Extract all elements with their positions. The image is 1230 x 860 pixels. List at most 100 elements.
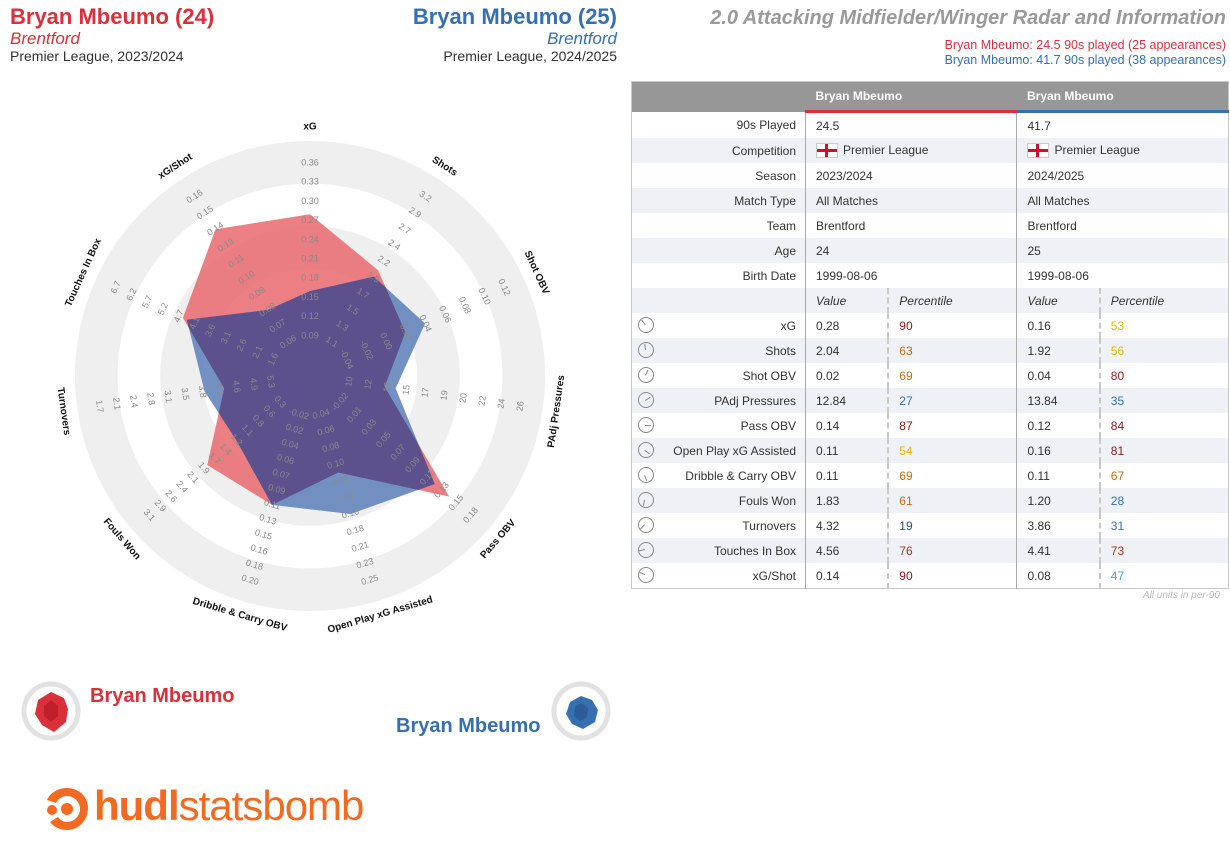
axis-label: xG [303,122,317,133]
info-row: 90s Played 24.5 41.7 [631,111,1229,139]
info-label: Age [631,238,806,263]
tick-label: 0.10 [326,456,346,471]
info-value-player1-text: Premier League [843,142,929,157]
tick-label: 24 [496,398,507,409]
metric-label: Shot OBV [742,368,796,383]
metric-percentile-player1: 19 [888,513,1018,538]
info-value-player1-text: All Matches [816,193,879,208]
tick-label: 0.15 [301,292,319,302]
info-label: Birth Date [631,263,806,288]
metric-label-cell: Shot OBV [631,363,806,388]
player1-title: Bryan Mbeumo (24) [10,4,215,29]
tick-label: 0.16 [249,542,269,557]
metric-value-player2: 0.11 [1016,463,1101,488]
metric-row: xG 0.28 90 0.16 53 [631,313,1229,338]
metric-label: Shots [765,343,796,358]
tick-label: 12 [362,379,373,390]
tick-label: 0.20 [240,573,260,588]
tick-label: 0.30 [301,196,319,206]
tick-label: 0.12 [301,311,319,321]
tick-label: 0.18 [301,273,319,283]
tick-label: 0.21 [301,253,319,263]
metric-percentile-player1: 63 [888,338,1018,363]
tick-label: 0.09 [267,482,287,497]
logo-wordmark-bold: hudl [94,782,180,829]
info-value-player2-text: 2024/2025 [1027,168,1085,183]
table-header-player2: Bryan Mbeumo [1016,81,1229,113]
info-value-player1-text: 2023/2024 [816,168,873,183]
gauge-icon [638,417,654,433]
info-value-player2: Premier League [1016,138,1229,163]
metric-value-player1: 0.11 [805,463,890,488]
info-value-player2-text: 25 [1027,243,1041,258]
info-label: Match Type [631,188,806,213]
metric-percentile-player1: 27 [888,388,1018,413]
tick-label: 0.36 [301,157,319,167]
metric-percentile-player1: 69 [888,463,1018,488]
axis-label: Shots [430,154,460,179]
metric-percentile-player2: 80 [1110,368,1125,383]
info-value-player1-text: 24.5 [816,118,840,133]
info-value-player1-text: Brentford [816,218,866,233]
player1-minutes: Bryan Mbeumo: 24.5 90s played (25 appear… [944,38,1226,52]
tick-label: 2.1 [250,344,264,360]
tick-label: 0.08 [321,440,341,455]
metric-value-player2: 1.20 [1016,488,1101,513]
tick-label: 4.6 [231,380,243,394]
tick-label: 0.18 [345,523,365,538]
metric-row: Open Play xG Assisted 0.11 54 0.16 81 [631,438,1229,463]
statsbomb-logo-icon [47,788,88,830]
metric-percentile-player2: 35 [1099,388,1229,413]
info-row: Birth Date 1999-08-06 1999-08-06 [631,263,1229,288]
axis-label: PAdj Pressures [546,374,567,448]
player2-minutes: Bryan Mbeumo: 41.7 90s played (38 appear… [944,53,1226,67]
info-label: Competition [631,138,806,163]
player1-competition: Premier League, 2023/2024 [10,48,184,64]
tick-label: 0.14 [336,490,356,505]
gauge-icon [638,567,654,583]
info-value-player2: Brentford [1017,213,1229,238]
metric-label: Dribble & Carry OBV [685,468,796,483]
metric-label-cell: xG/Shot [631,563,806,589]
england-flag-icon [816,143,838,159]
metric-percentile-player2: 84 [1110,418,1125,433]
metric-row: Pass OBV 0.14 87 0.12 84 [631,413,1229,438]
metric-row: Touches In Box 4.56 76 4.41 73 [631,538,1229,563]
metric-label: Turnovers [742,518,796,533]
units-footnote: All units in per-90 [1142,590,1220,601]
legend-player2: Bryan Mbeumo [396,715,541,737]
info-label: Team [631,213,806,238]
metric-header-row: Value Percentile Value Percentile [631,288,1229,313]
tick-label: 0.25 [360,573,380,588]
metric-value-player2: 0.16 [1016,438,1101,463]
player2-team: Brentford [547,29,617,48]
metric-value-player1: 0.02 [805,363,890,388]
player2-radar-thumbnail [551,681,611,741]
metric-percentile-player2: 31 [1110,518,1125,533]
metric-percentile-player2: 28 [1099,488,1229,513]
info-row: Match Type All Matches All Matches [631,188,1229,213]
table-header-row: Bryan Mbeumo Bryan Mbeumo [631,81,1229,113]
tick-label: 0.06 [276,452,296,467]
info-row: Age 24 25 [631,238,1229,263]
tick-label: 0.27 [301,215,319,225]
tick-label: 4.1 [187,315,201,331]
metric-label: Open Play xG Assisted [673,443,796,458]
value-header-player1: Value [805,288,890,313]
tick-label: 3.8 [197,385,209,399]
metric-label-cell: Open Play xG Assisted [631,438,806,463]
player2-title: Bryan Mbeumo (25) [412,4,617,29]
metric-value-player1: 12.84 [805,388,890,413]
info-value-player2: 41.7 [1017,112,1229,139]
tick-label: 20 [458,392,469,403]
metric-value-player1: 2.04 [805,338,890,363]
info-value-player1: 1999-08-06 [805,263,1018,288]
gauge-icon [638,492,654,508]
info-value-player1-text: 1999-08-06 [816,268,878,283]
metric-label: Pass OBV [740,418,796,433]
metric-label-cell: Pass OBV [631,413,806,438]
tick-label: 19 [438,390,449,401]
info-value-player2: All Matches [1016,188,1229,213]
info-row: Season 2023/2024 2024/2025 [631,163,1229,188]
tick-label: 5.3 [265,375,277,389]
